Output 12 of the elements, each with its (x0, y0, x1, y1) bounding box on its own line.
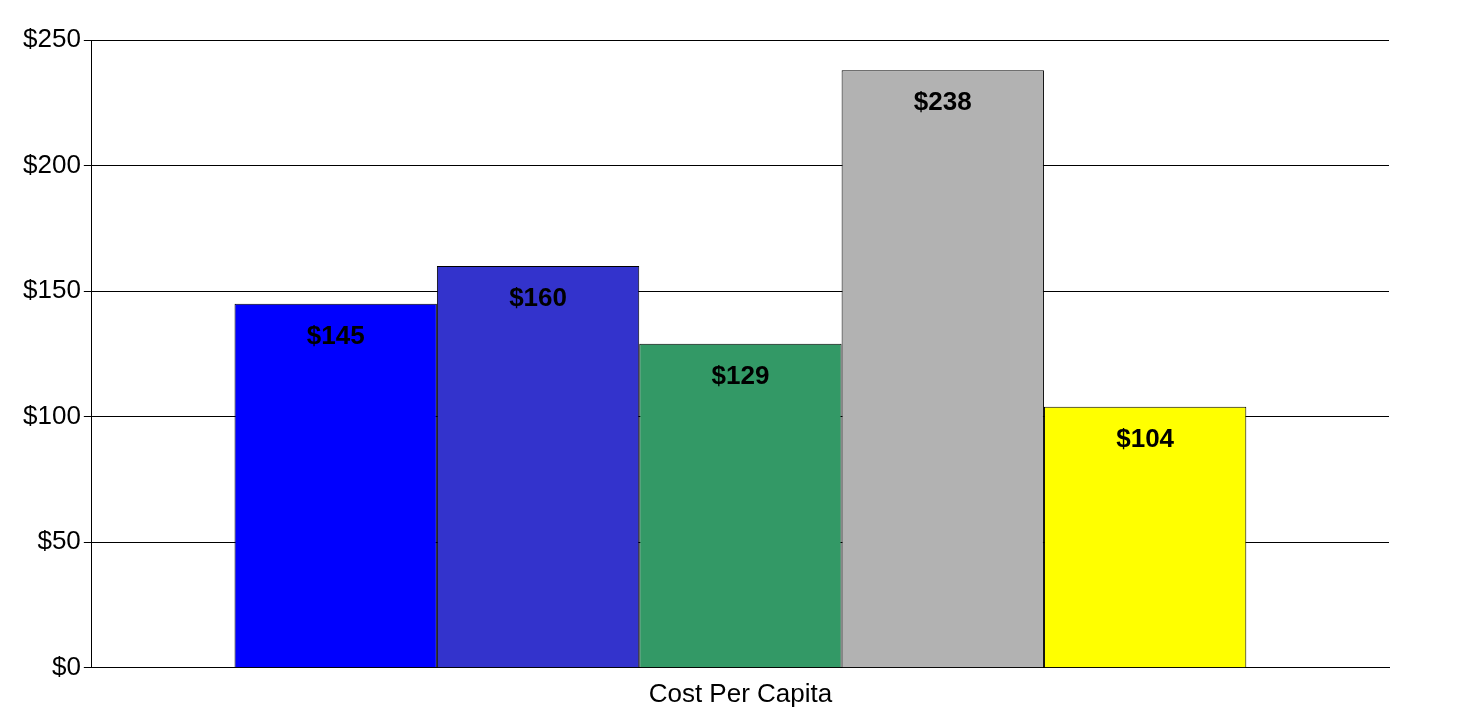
data-label: $145 (306, 319, 365, 350)
y-tick-label: $100 (23, 399, 81, 430)
y-tick-label: $250 (23, 23, 81, 54)
y-tick-label: $150 (23, 274, 81, 305)
data-label: $104 (1116, 422, 1175, 453)
data-label: $238 (913, 86, 972, 117)
y-tick-label: $50 (37, 525, 81, 556)
y-tick-label: $200 (23, 148, 81, 179)
data-label: $160 (509, 282, 567, 313)
y-tick-label: $0 (51, 650, 81, 681)
x-tick-label: Cost Per Capita (648, 677, 833, 708)
data-label: $129 (711, 360, 770, 391)
